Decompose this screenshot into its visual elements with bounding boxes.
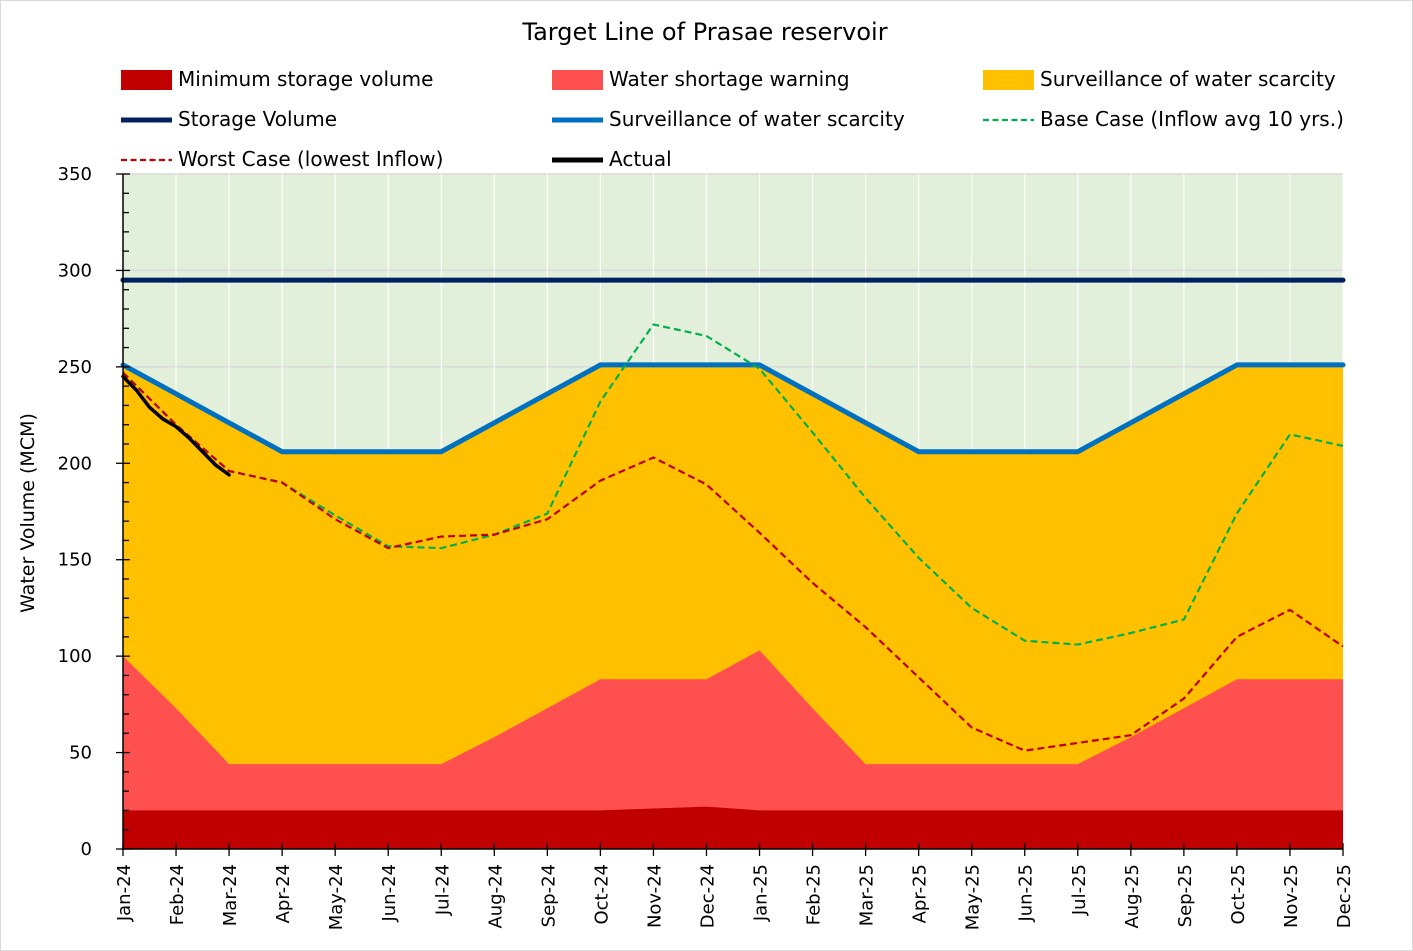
x-tick-labels: Jan-24 Feb-24 Mar-24 Apr-24 May-24 Jun-24 Jul-… [114, 864, 1355, 930]
x-tick-label: Jul-25 [1069, 864, 1090, 916]
x-tick-label: Dec-25 [1334, 864, 1355, 928]
x-tick-label: Feb-24 [167, 864, 188, 925]
x-tick-label: Jan-25 [751, 864, 772, 922]
line-worst-case-lowest-inflow- [122, 371, 1344, 752]
area-series [123, 364, 1343, 849]
x-tick-label: Apr-24 [273, 864, 294, 923]
y-tick-label: 350 [58, 164, 92, 185]
legend-label: Base Case (Inflow avg 10 yrs.) [1040, 107, 1344, 131]
y-axis-title: Water Volume (MCM) [17, 413, 39, 613]
legend-swatch [983, 70, 1034, 90]
y-tick-label: 200 [58, 453, 92, 474]
legend-label: Actual [609, 147, 672, 171]
x-tick-label: Jul-24 [432, 864, 453, 916]
legend-swatch [121, 70, 172, 90]
x-tick-label: May-25 [963, 864, 984, 930]
y-tick-label: 300 [58, 260, 92, 281]
legend-label: Surveillance of water scarcity [609, 107, 905, 131]
x-tick-label: May-24 [326, 864, 347, 930]
area-minimum-storage-volume [123, 806, 1343, 849]
x-tick-label: Dec-24 [697, 864, 718, 928]
y-tick-label: 150 [58, 550, 92, 571]
x-tick-label: Nov-24 [644, 864, 665, 928]
y-tick-label: 100 [58, 646, 92, 667]
line-series [120, 277, 1346, 752]
x-tick-label: Nov-25 [1281, 864, 1302, 928]
legend-label: Storage Volume [178, 107, 337, 131]
x-tick-label: Mar-25 [857, 864, 878, 926]
line-actual [121, 374, 231, 477]
x-tick-label: Jan-24 [114, 864, 135, 922]
x-tick-label: Aug-24 [485, 864, 506, 929]
legend-item: Worst Case (lowest Inflow) [121, 147, 443, 171]
x-tick-label: Aug-25 [1122, 864, 1143, 929]
x-tick-label: Jun-25 [1016, 864, 1037, 923]
legend-label: Worst Case (lowest Inflow) [178, 147, 443, 171]
area-water-shortage-warning [123, 650, 1343, 849]
x-tick-label: Oct-25 [1228, 864, 1249, 925]
legend-label: Water shortage warning [609, 67, 850, 91]
legend-item: Base Case (Inflow avg 10 yrs.) [983, 107, 1344, 131]
y-tick-label: 50 [69, 743, 92, 764]
x-tick-label: Oct-24 [591, 864, 612, 925]
y-tick-label: 0 [81, 839, 92, 860]
legend-item: Minimum storage volume [121, 67, 433, 91]
legend-swatch [552, 70, 603, 90]
y-tick-labels: 0 50 100 150 200 250 300 350 [58, 164, 92, 860]
x-tick-label: Feb-25 [804, 864, 825, 925]
legend-label: Minimum storage volume [178, 67, 433, 91]
legend-label: Surveillance of water scarcity [1040, 67, 1336, 91]
legend-item: Water shortage warning [552, 67, 850, 91]
x-tick-label: Apr-25 [910, 864, 931, 923]
x-tick-label: Jun-24 [379, 864, 400, 923]
legend-item: Surveillance of water scarcity [552, 107, 905, 131]
line-base-case-inflow-avg-10-yrs- [122, 323, 1344, 646]
legend-item: Actual [552, 147, 672, 171]
area-surveillance-of-water-scarcity [123, 364, 1343, 849]
legend-item: Storage Volume [121, 107, 337, 131]
chart-title: Target Line of Prasae reservoir [521, 18, 887, 46]
line-surveillance-of-water-scarcity [120, 362, 1346, 455]
axes [116, 173, 1344, 856]
x-tick-label: Sep-25 [1175, 864, 1196, 927]
legend-item: Surveillance of water scarcity [983, 67, 1336, 91]
y-tick-label: 250 [58, 357, 92, 378]
legend: Minimum storage volume Water shortage war… [121, 67, 1344, 171]
x-tick-label: Sep-24 [538, 864, 559, 927]
x-tick-label: Mar-24 [220, 864, 241, 926]
